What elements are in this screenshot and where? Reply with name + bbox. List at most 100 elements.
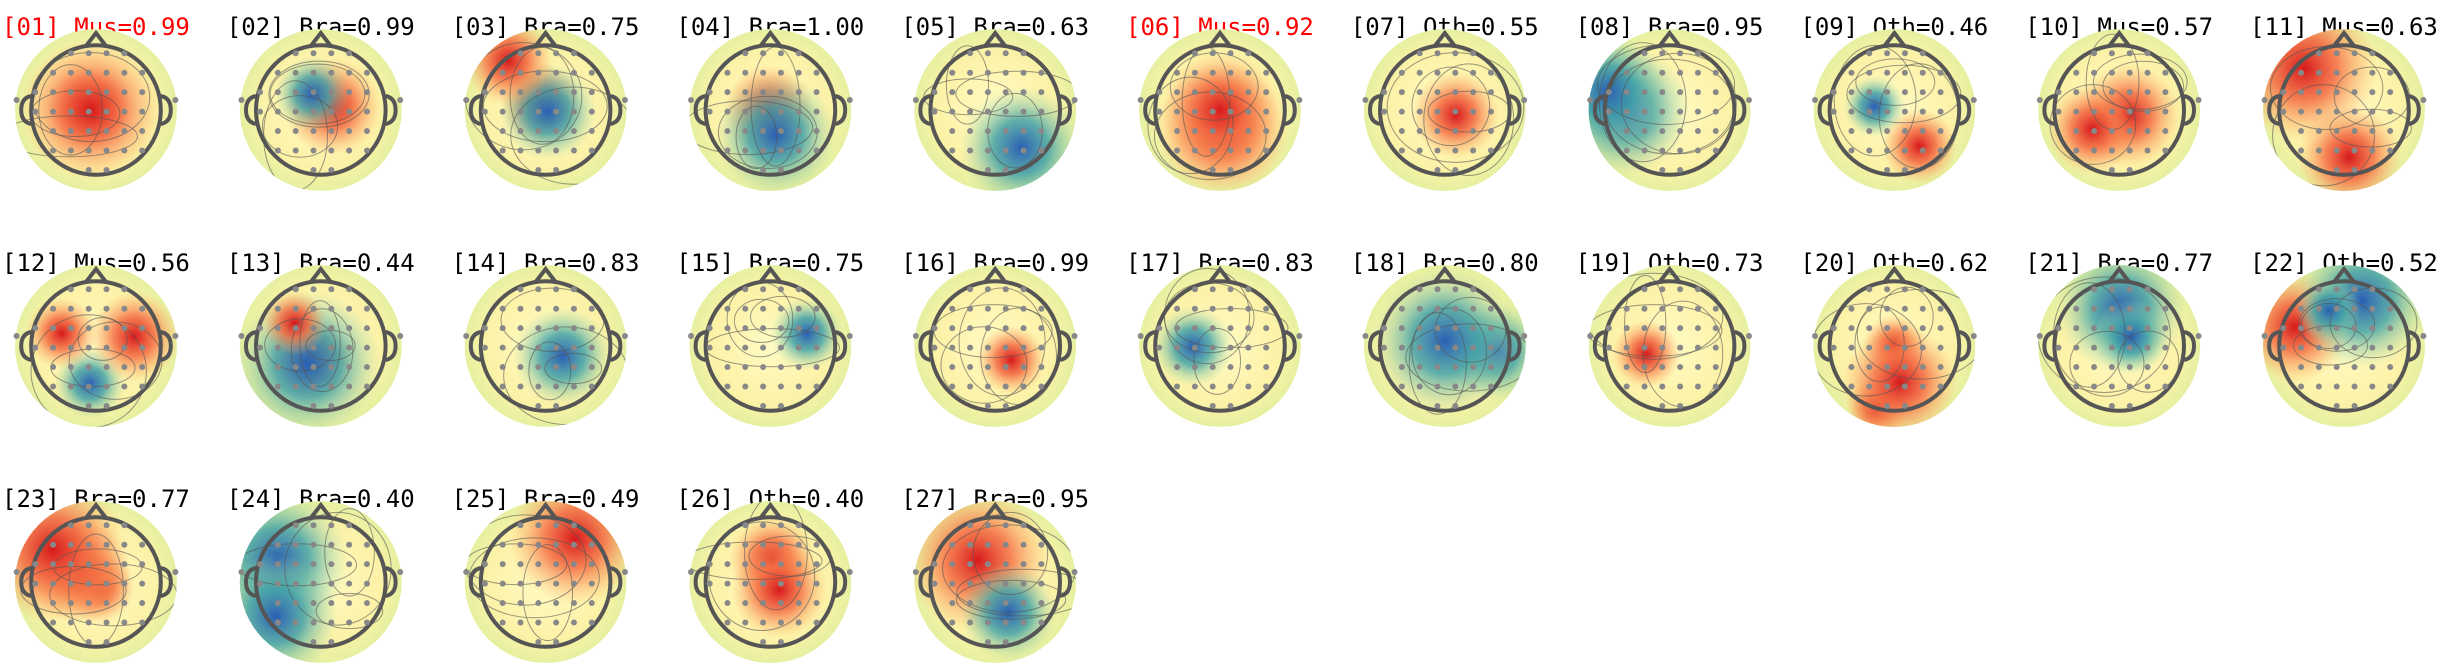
sensor — [2126, 325, 2133, 332]
sensor — [2162, 344, 2169, 351]
sensor — [1745, 333, 1752, 339]
sensor — [2108, 305, 2115, 312]
sensor — [139, 619, 146, 626]
ear — [2267, 94, 2280, 126]
sensor — [984, 286, 991, 293]
contour — [1411, 307, 1487, 396]
sensor — [328, 344, 335, 351]
ear — [1958, 330, 1972, 362]
sensor — [67, 619, 74, 626]
sensor — [931, 561, 938, 568]
sensor — [2144, 325, 2151, 332]
sensor — [2351, 325, 2358, 332]
sensor — [2333, 344, 2340, 351]
sensor — [724, 600, 731, 607]
sensor — [2144, 383, 2151, 390]
sensor — [2333, 89, 2340, 96]
contour — [482, 70, 608, 143]
head-outline — [2052, 279, 2186, 413]
sensor — [2073, 128, 2080, 135]
sensor — [2369, 69, 2376, 76]
sensor — [1452, 325, 1459, 332]
sensor — [1470, 364, 1477, 371]
sensor — [1470, 286, 1477, 293]
sensor — [1641, 50, 1648, 57]
sensor — [621, 333, 628, 339]
sensor — [777, 600, 784, 607]
sensor — [760, 286, 767, 293]
contour — [1408, 312, 1467, 415]
sensor — [292, 364, 299, 371]
sensor — [2315, 108, 2322, 115]
sensor — [1452, 50, 1459, 57]
sensor — [967, 108, 974, 115]
sensor — [310, 522, 317, 529]
sensor — [2126, 286, 2133, 293]
sensor — [121, 600, 128, 607]
contour — [940, 326, 1028, 404]
topomap — [688, 501, 853, 663]
topomap-field — [239, 265, 402, 427]
ear — [1509, 94, 1522, 126]
ear — [1509, 330, 1522, 362]
sensor — [328, 89, 335, 96]
sensor — [2369, 147, 2376, 154]
sensor — [931, 325, 938, 332]
sensor — [517, 325, 524, 332]
sensor — [949, 128, 956, 135]
sensor — [274, 364, 281, 371]
sensor — [1848, 325, 1855, 332]
sensor — [1830, 344, 1837, 351]
sensor — [795, 541, 802, 548]
sensor — [949, 541, 956, 548]
sensor — [1487, 128, 1494, 135]
sensor — [1937, 89, 1944, 96]
sensor — [1020, 383, 1027, 390]
sensor — [777, 50, 784, 57]
sensor — [517, 600, 524, 607]
head-outline — [478, 43, 613, 177]
sensor — [121, 383, 128, 390]
sensor — [967, 286, 974, 293]
sensor — [1263, 344, 1270, 351]
sensor — [1209, 286, 1216, 293]
sensor — [570, 522, 577, 529]
sensor — [1712, 89, 1719, 96]
sensor — [1191, 344, 1198, 351]
sensor — [2351, 402, 2358, 409]
sensor — [2351, 166, 2358, 173]
sensor — [2315, 69, 2322, 76]
sensor — [813, 69, 820, 76]
sensor — [1398, 108, 1405, 115]
sensor — [2126, 147, 2133, 154]
ear — [1284, 94, 1297, 126]
sensor — [570, 147, 577, 154]
ear — [1817, 330, 1831, 362]
sensor — [967, 580, 974, 587]
sensor — [1398, 364, 1405, 371]
sensor — [724, 541, 731, 548]
sensor — [1866, 364, 1873, 371]
sensor — [949, 325, 956, 332]
sensor — [139, 364, 146, 371]
sensor — [1209, 344, 1216, 351]
sensor — [257, 344, 264, 351]
sensor — [310, 638, 317, 645]
sensor — [274, 128, 281, 135]
contour — [1846, 64, 1962, 124]
nose — [1882, 265, 1906, 284]
sensor — [1416, 89, 1423, 96]
sensor — [67, 147, 74, 154]
sensor — [795, 69, 802, 76]
sensor — [1919, 147, 1926, 154]
field-blob — [2297, 278, 2361, 343]
sensor — [984, 147, 991, 154]
sensor — [795, 561, 802, 568]
sensor — [795, 522, 802, 529]
sensor — [1398, 89, 1405, 96]
sensor — [1020, 580, 1027, 587]
sensor — [1227, 69, 1234, 76]
sensor — [1452, 305, 1459, 312]
sensor — [310, 147, 317, 154]
sensor — [1470, 89, 1477, 96]
